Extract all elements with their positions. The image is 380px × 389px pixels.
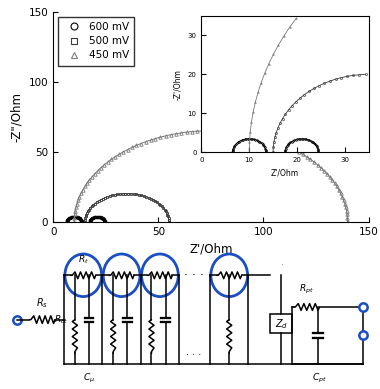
X-axis label: Z'/Ohm: Z'/Ohm <box>189 242 233 255</box>
Text: $Z_d$: $Z_d$ <box>275 317 288 331</box>
Y-axis label: -Z"/Ohm: -Z"/Ohm <box>10 92 23 142</box>
Text: $C_{pt}$: $C_{pt}$ <box>312 371 327 385</box>
Text: · · ·: · · · <box>184 269 204 282</box>
Bar <box>270 314 292 333</box>
Text: $R_s$: $R_s$ <box>36 296 48 310</box>
Text: · · ·: · · · <box>186 350 201 360</box>
Text: $R_t$: $R_t$ <box>78 254 89 266</box>
Text: $Z_d$: $Z_d$ <box>281 263 285 268</box>
Text: $R_{pt}$: $R_{pt}$ <box>299 283 314 296</box>
Legend: 600 mV, 500 mV, 450 mV: 600 mV, 500 mV, 450 mV <box>59 17 134 66</box>
Text: $R_{ct}$: $R_{ct}$ <box>54 314 69 326</box>
Text: $C_{\mu}$: $C_{\mu}$ <box>83 371 95 385</box>
